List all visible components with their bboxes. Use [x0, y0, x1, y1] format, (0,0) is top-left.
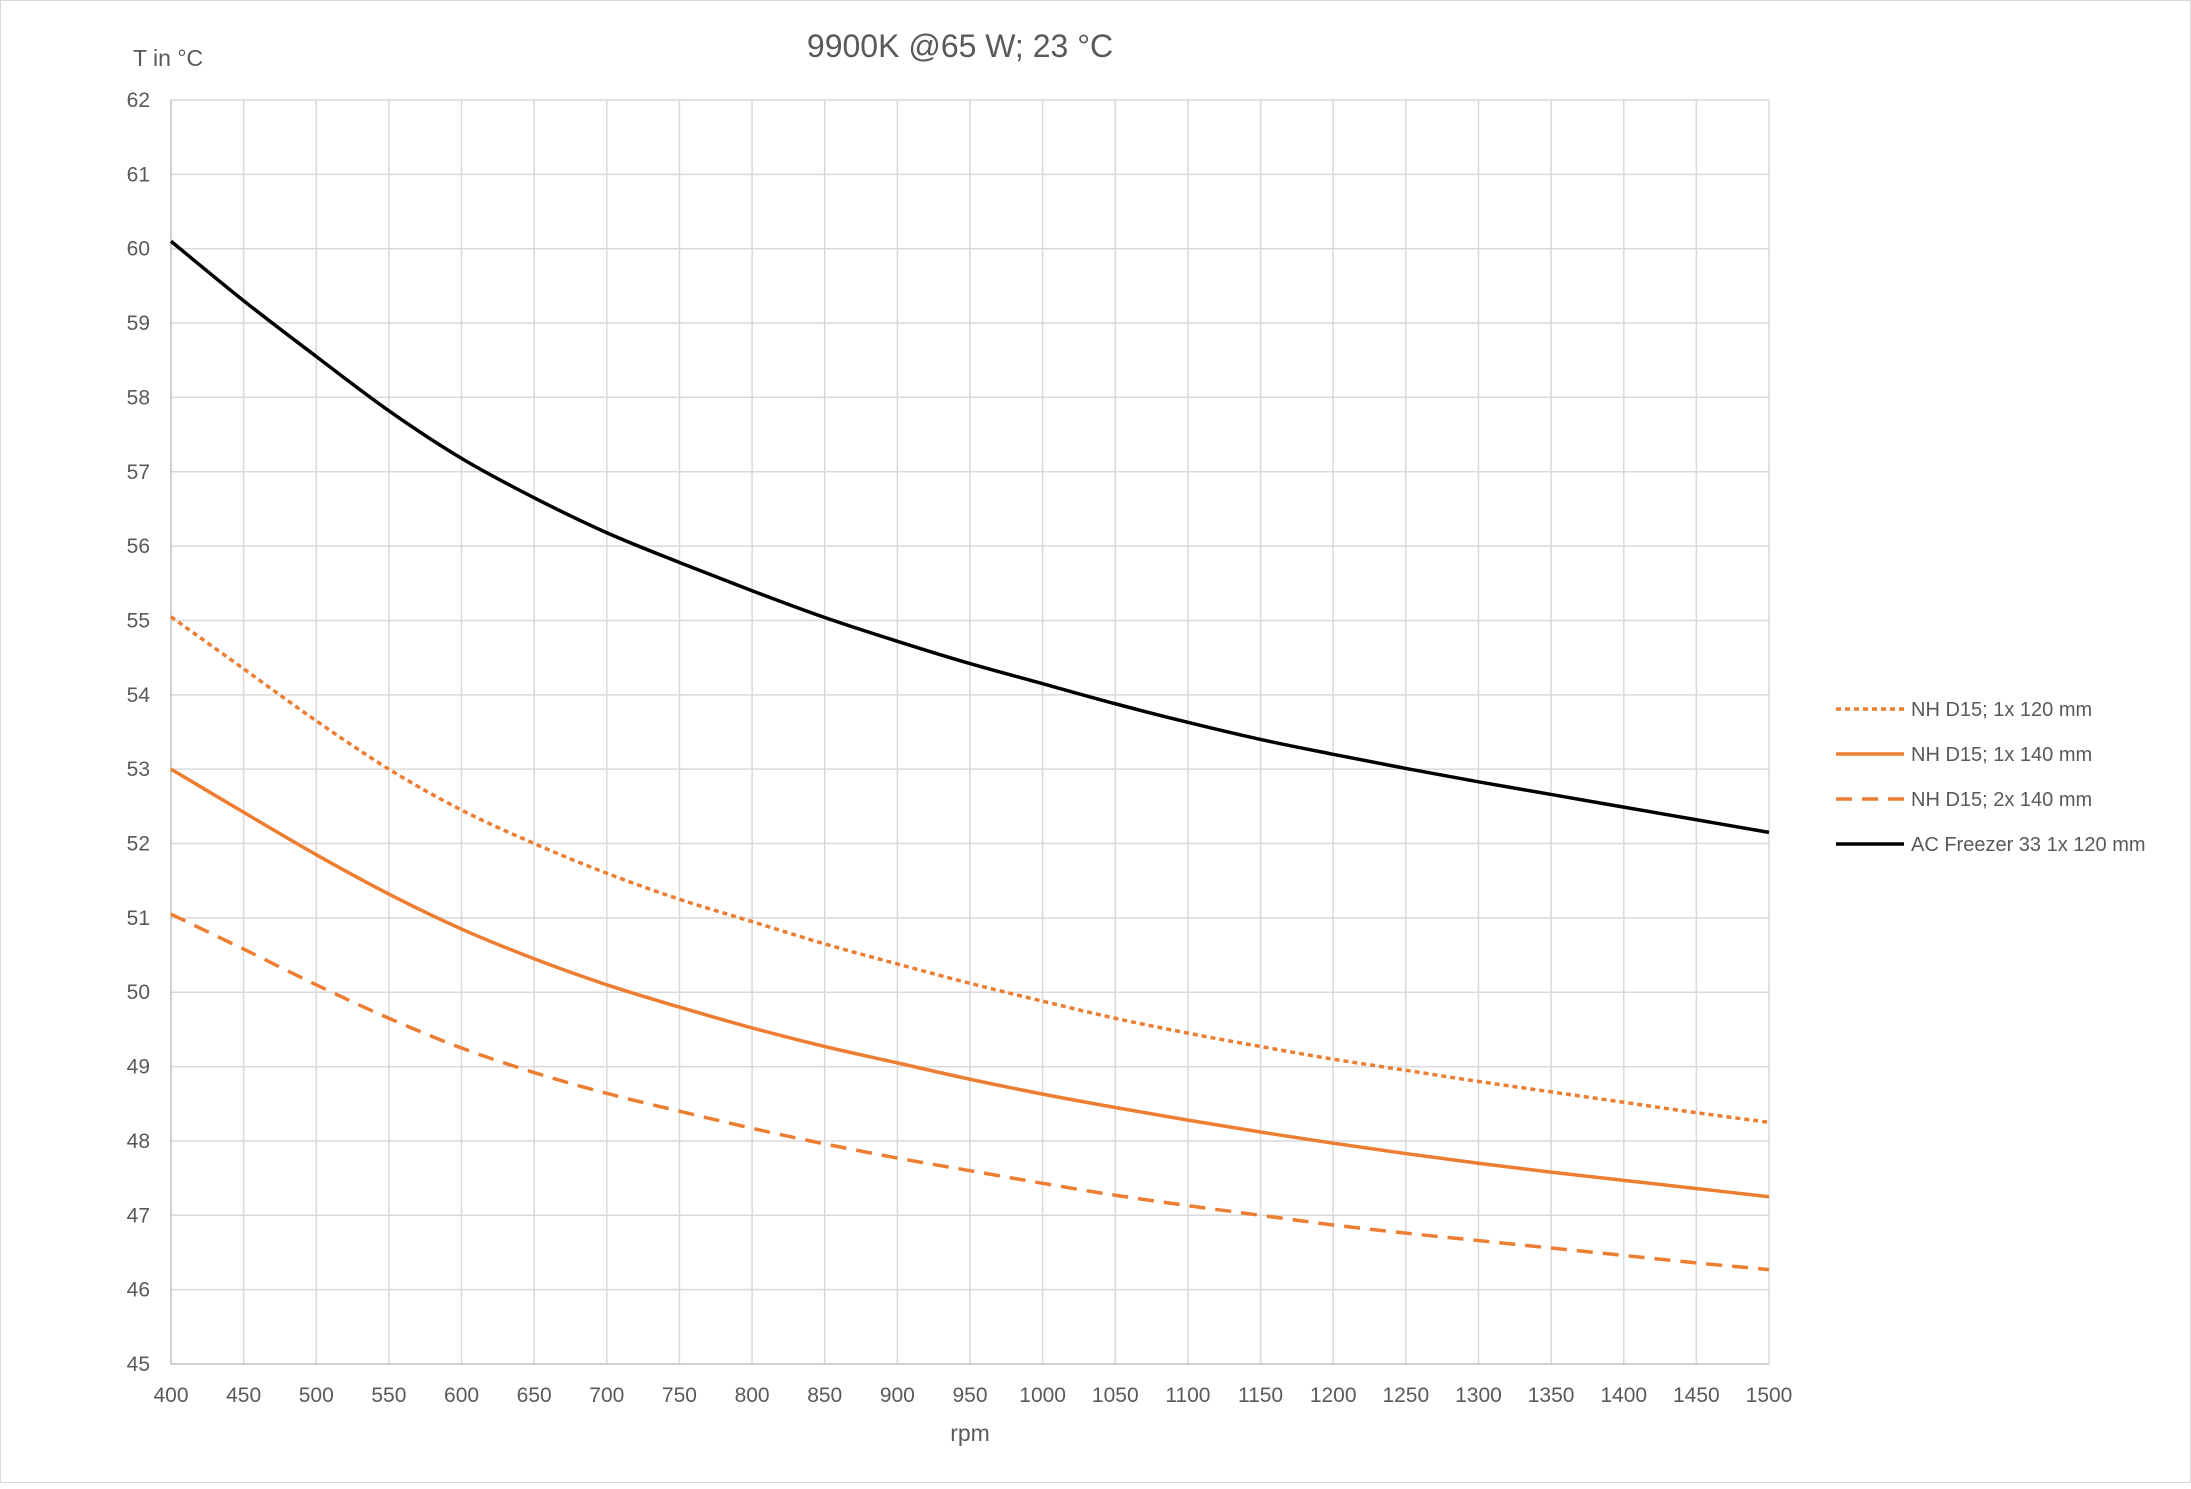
y-tick-label: 47 [127, 1204, 150, 1227]
x-axis-title: rpm [950, 1420, 990, 1446]
y-tick-label: 48 [127, 1130, 150, 1153]
y-tick-label: 59 [127, 312, 150, 335]
y-tick-label: 50 [127, 981, 150, 1004]
legend-item-2: NH D15; 1x 140 mm [1836, 744, 2092, 766]
legend-label: NH D15; 1x 120 mm [1911, 699, 2092, 721]
series-line-4 [169, 239, 1770, 835]
x-tick-label: 1250 [1382, 1384, 1429, 1407]
series-lines [169, 239, 1770, 1272]
y-tick-label: 55 [127, 609, 150, 632]
y-tick-label: 60 [127, 238, 150, 261]
legend-label: NH D15; 2x 140 mm [1911, 789, 2092, 811]
y-tick-label: 62 [127, 89, 150, 112]
x-tick-label: 850 [807, 1384, 842, 1407]
y-tick-label: 49 [127, 1056, 150, 1079]
y-tick-label: 51 [127, 907, 150, 930]
x-tick-label: 700 [589, 1384, 624, 1407]
x-tick-label: 1100 [1165, 1384, 1210, 1407]
x-tick-label: 650 [517, 1384, 552, 1407]
x-tick-label: 1350 [1528, 1384, 1575, 1407]
chart-title: 9900K @65 W; 23 °C [807, 28, 1113, 64]
gridlines [171, 99, 1770, 1364]
y-axis-title: T in °C [133, 45, 203, 71]
y-tick-label: 45 [127, 1353, 150, 1376]
x-tick-label: 950 [952, 1384, 987, 1407]
x-tick-label: 500 [299, 1384, 334, 1407]
x-tick-label: 450 [226, 1384, 261, 1407]
y-tick-label: 61 [127, 163, 150, 186]
legend-label: AC Freezer 33 1x 120 mm [1911, 834, 2146, 856]
x-axis-ticks: 400 450 500 550 600 650 700 750 800 850 900 950 1000… [153, 1384, 1792, 1407]
axes [170, 100, 1769, 1365]
series-line-1 [169, 615, 1770, 1125]
x-tick-label: 800 [735, 1384, 770, 1407]
legend-item-4: AC Freezer 33 1x 120 mm [1836, 834, 2146, 856]
y-tick-label: 53 [127, 758, 150, 781]
y-axis-ticks: 45 46 47 48 49 50 51 52 53 54 55 56 57 58 59 60 61 62 [127, 89, 151, 1376]
legend-label: NH D15; 1x 140 mm [1911, 744, 2092, 766]
x-tick-label: 1150 [1238, 1384, 1283, 1407]
series-line-3 [170, 912, 1770, 1272]
legend-item-3: NH D15; 2x 140 mm [1836, 789, 2092, 811]
y-tick-label: 46 [127, 1279, 150, 1302]
x-tick-label: 750 [662, 1384, 697, 1407]
y-tick-label: 52 [127, 833, 150, 856]
x-tick-label: 550 [371, 1384, 406, 1407]
x-tick-label: 1050 [1092, 1384, 1139, 1407]
y-tick-label: 57 [127, 461, 150, 484]
x-tick-label: 1000 [1019, 1384, 1066, 1407]
x-tick-label: 1300 [1455, 1384, 1502, 1407]
legend-item-1: NH D15; 1x 120 mm [1836, 699, 2092, 721]
legend: NH D15; 1x 120 mm NH D15; 1x 140 mm NH D15… [1836, 699, 2146, 856]
y-tick-label: 54 [127, 684, 151, 707]
x-tick-label: 1400 [1600, 1384, 1647, 1407]
x-tick-label: 1200 [1310, 1384, 1357, 1407]
x-tick-label: 1450 [1673, 1384, 1720, 1407]
x-tick-label: 1500 [1746, 1384, 1793, 1407]
x-tick-label: 400 [153, 1384, 188, 1407]
series-line-2 [170, 767, 1770, 1199]
y-tick-label: 58 [127, 386, 150, 409]
x-tick-label: 900 [880, 1384, 915, 1407]
x-tick-label: 600 [444, 1384, 479, 1407]
y-tick-label: 56 [127, 535, 150, 558]
